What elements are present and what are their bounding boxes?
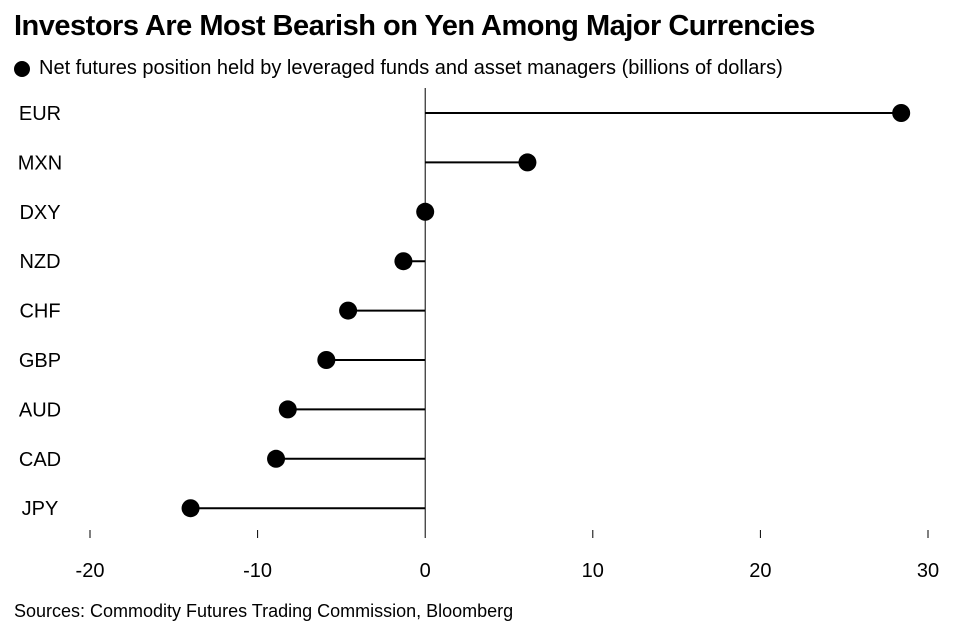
lollipop-dot: [181, 499, 200, 518]
lollipop-dot: [267, 449, 286, 468]
category-label: NZD: [19, 251, 60, 273]
lollipop-dot: [317, 351, 336, 369]
lollipop-dot: [892, 104, 911, 122]
chart-title: Investors Are Most Bearish on Yen Among …: [14, 10, 815, 42]
category-label: CAD: [19, 449, 61, 471]
legend-marker: [14, 60, 30, 77]
lollipop-dot: [278, 400, 297, 419]
x-tick-label: 30: [917, 560, 939, 582]
category-label: CHF: [19, 301, 60, 323]
lollipop-dot: [518, 153, 537, 172]
legend: Net futures position held by leveraged f…: [14, 57, 783, 80]
category-label: GBP: [19, 350, 61, 372]
source-note: Sources: Commodity Futures Trading Commi…: [14, 601, 514, 621]
category-label: EUR: [19, 103, 61, 125]
category-label: AUD: [19, 399, 61, 421]
category-label: DXY: [19, 202, 60, 224]
x-tick-label: 20: [749, 560, 771, 582]
x-tick-label: -20: [76, 560, 105, 582]
category-label: MXN: [18, 152, 62, 174]
x-tick-label: 10: [582, 560, 604, 582]
x-tick-label: -10: [243, 560, 272, 582]
legend-label: Net futures position held by leveraged f…: [39, 57, 783, 79]
lollipop-dot: [339, 301, 358, 320]
category-label: JPY: [22, 498, 59, 520]
lollipop-dot: [416, 202, 435, 221]
x-tick-label: 0: [420, 560, 431, 582]
lollipop-dot: [394, 252, 413, 271]
